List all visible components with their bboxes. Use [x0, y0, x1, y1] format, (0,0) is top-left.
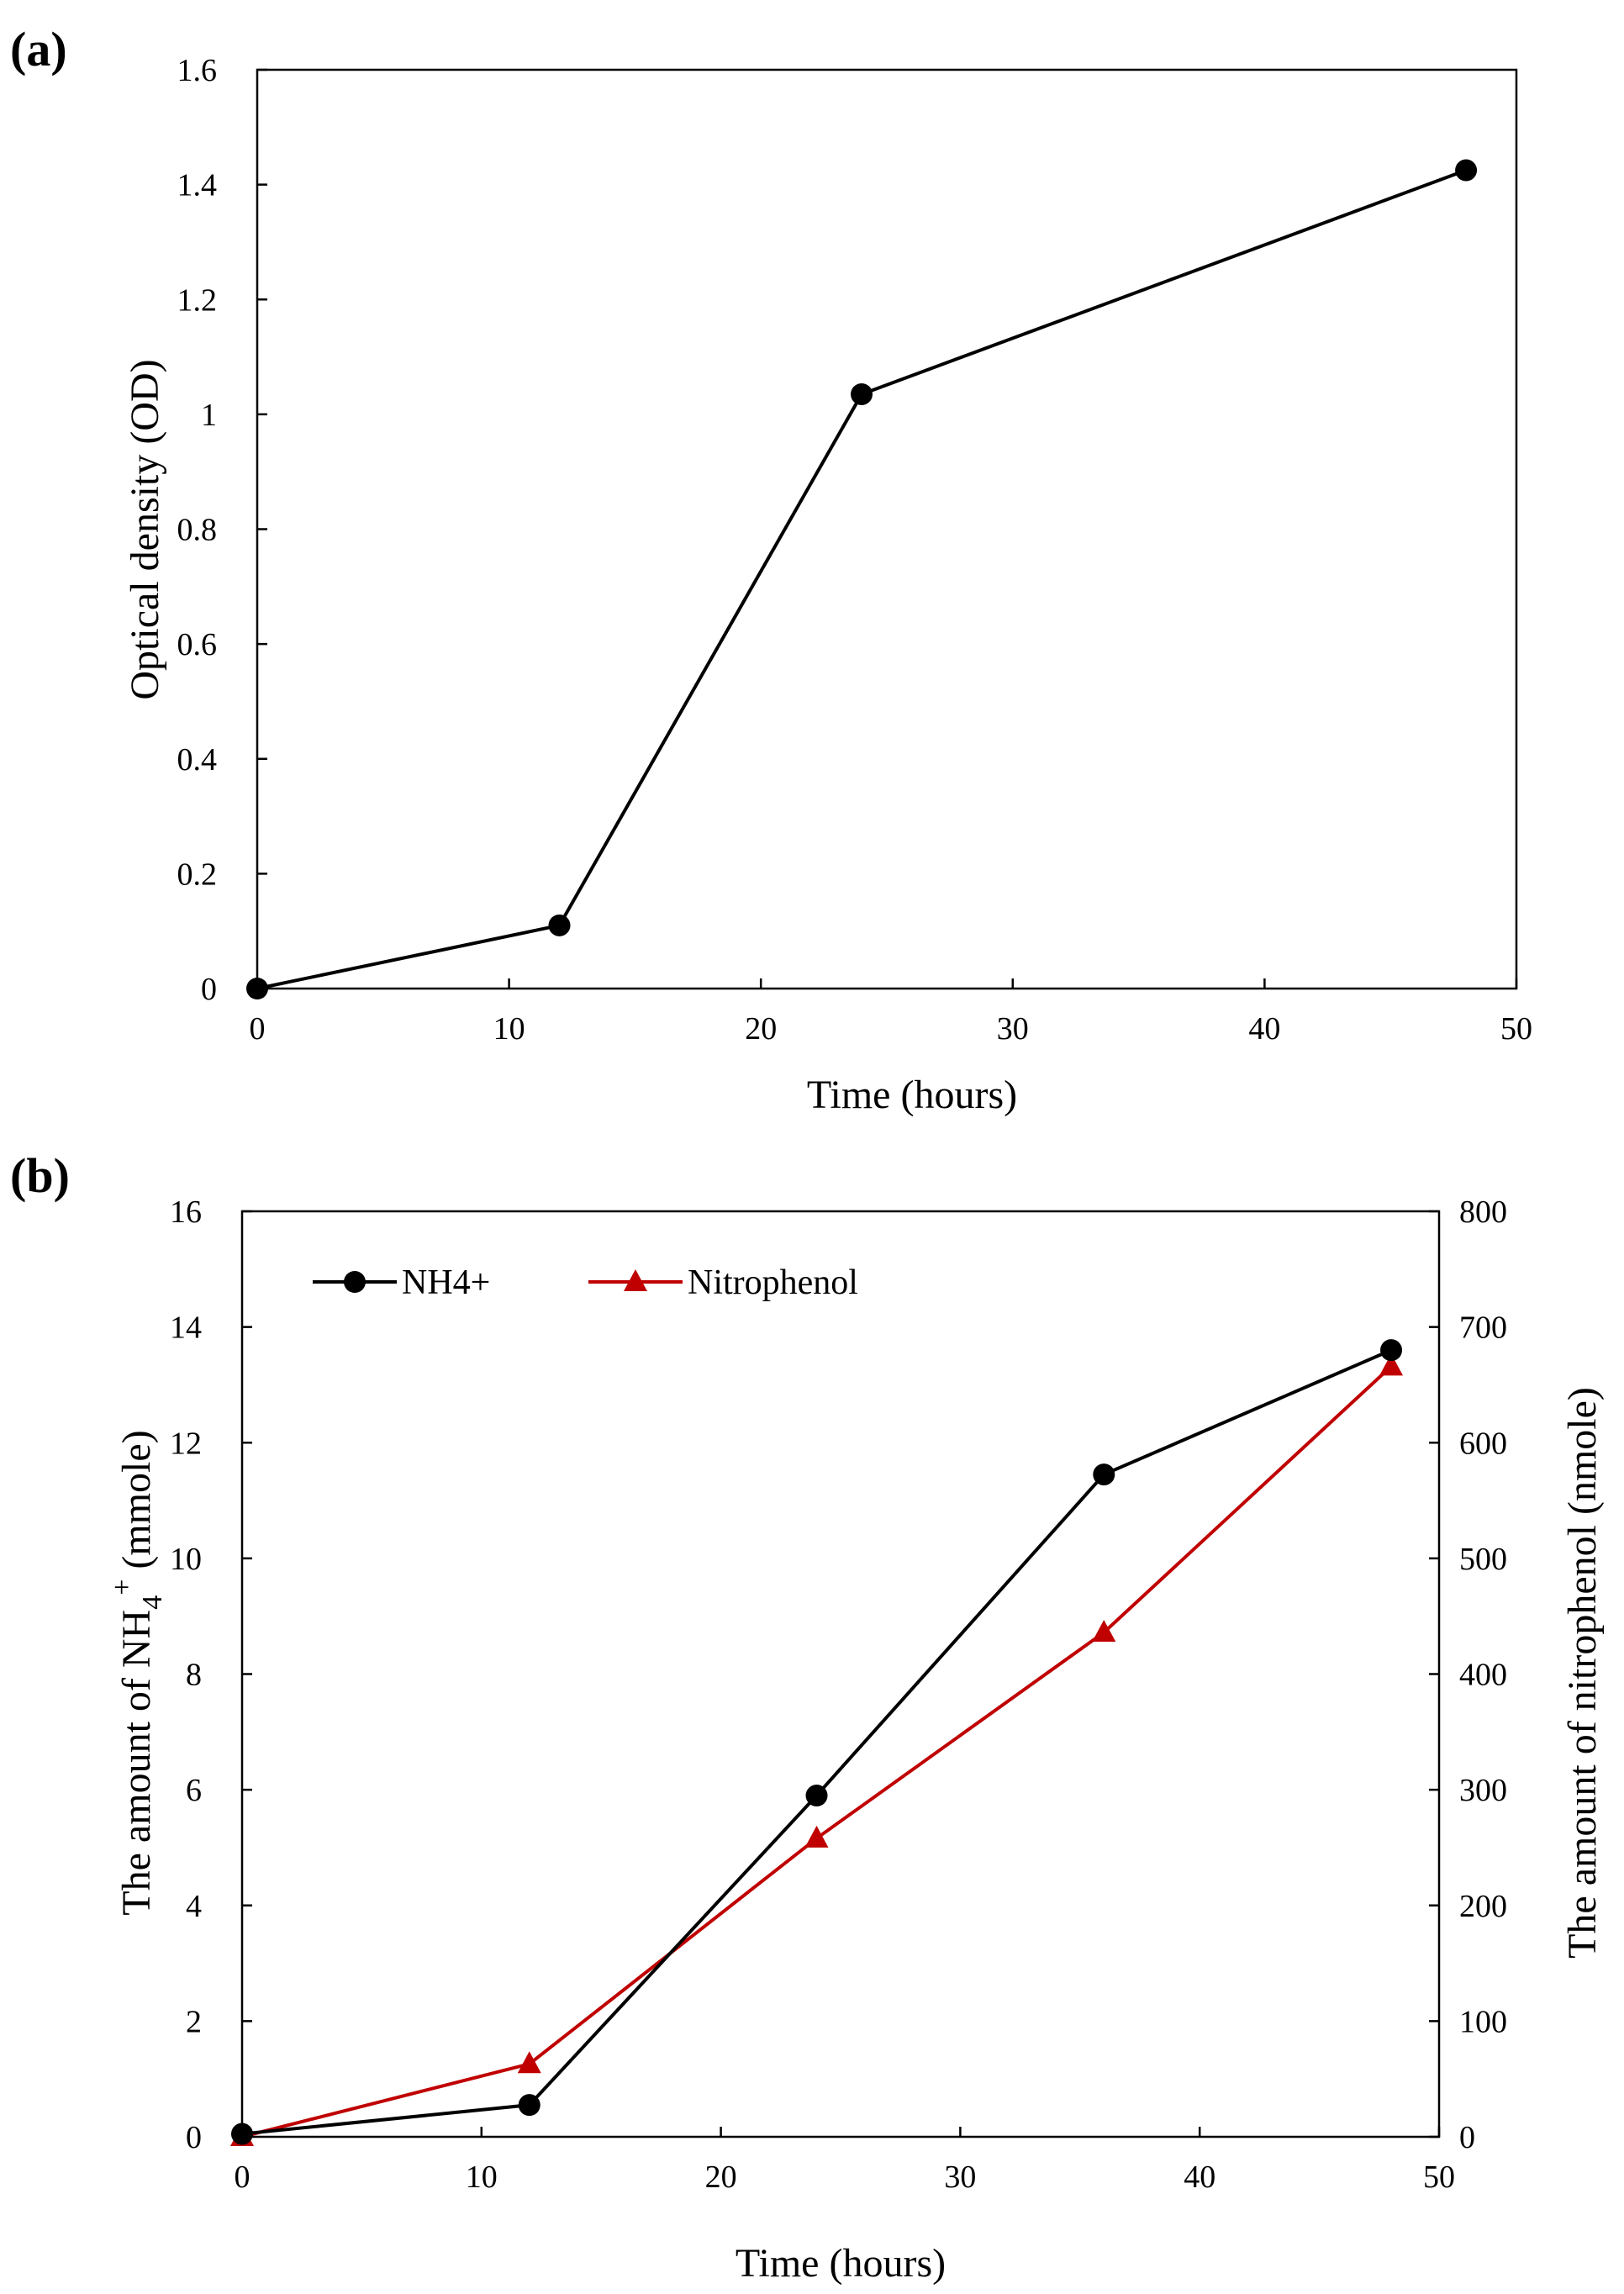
panel-a-y-tick-label: 1 — [201, 398, 217, 433]
nitrophenol-series-point — [1092, 1619, 1116, 1642]
panel-a-y-tick-label: 1.2 — [177, 282, 218, 318]
panel-b-x-tick-label: 20 — [705, 2160, 737, 2195]
nh4-series-point — [1380, 1339, 1403, 1362]
nitrophenol-series-point — [1379, 1353, 1404, 1376]
panel-b-x-tick-label: 50 — [1423, 2160, 1455, 2195]
od-series-point — [548, 914, 571, 936]
panel-b-y2-tick-label: 600 — [1459, 1426, 1507, 1461]
panel-b-x-tick-label: 40 — [1184, 2160, 1215, 2195]
y-title-suffix: (mmole) — [114, 1430, 159, 1579]
y-title-sub: 4 — [137, 1595, 168, 1610]
panel-a-chart: (a) 0 10 20 30 40 50 00.20.40.60.811.21.41.6 … — [10, 22, 1532, 1117]
panel-a-y-axis-title: Optical density (OD) — [123, 359, 167, 699]
panel-b-y2-tick-label: 400 — [1459, 1658, 1507, 1693]
panel-b-x-axis-title: Time (hours) — [736, 2241, 946, 2286]
panel-b-y2-tick-label: 300 — [1459, 1773, 1507, 1808]
panel-b-y-tick-label: 16 — [170, 1194, 202, 1230]
panel-a-y-tick-label: 0.4 — [177, 742, 218, 778]
y-title-sup: + — [107, 1579, 138, 1595]
nh4-series-point — [231, 2123, 253, 2145]
od-series-line — [256, 168, 1467, 990]
panel-b-y-tick-label: 2 — [186, 2004, 202, 2039]
panel-b-y2-tick-label: 0 — [1459, 2120, 1475, 2155]
nitrophenol-series-line — [241, 1364, 1393, 2138]
panel-a-plot-frame — [256, 68, 1518, 990]
panel-b-y-tick-label: 4 — [186, 1889, 202, 1924]
panel-a-x-tick-label: 50 — [1500, 1011, 1532, 1047]
panel-a-x-tick-label: 10 — [493, 1011, 525, 1047]
panel-b-label: (b) — [10, 1148, 70, 1203]
legend-nh4-label: NH4+ — [402, 1263, 490, 1302]
nitrophenol-series-point — [517, 2051, 541, 2074]
panel-a-y-tick-label: 0 — [201, 972, 217, 1007]
panel-b-y-tick-label: 0 — [186, 2120, 202, 2155]
panel-b-legend: NH4+ Nitrophenol — [313, 1263, 858, 1302]
panel-a-x-tick-label: 40 — [1248, 1011, 1280, 1047]
panel-b-x-tick-label: 0 — [235, 2160, 250, 2195]
panel-a-x-axis-title: Time (hours) — [807, 1073, 1017, 1117]
panel-b-y-tick-label: 6 — [186, 1773, 202, 1808]
panel-a-y-tick-label: 0.2 — [177, 857, 218, 892]
panel-b-y2-tick-label: 700 — [1459, 1310, 1507, 1346]
panel-a-y-tick-label: 1.4 — [177, 168, 218, 203]
panel-b-y2-tick-label: 500 — [1459, 1542, 1507, 1577]
panel-a-y-tick-label: 0.6 — [177, 627, 218, 662]
y-title-prefix: The amount of NH — [114, 1610, 159, 1916]
panel-b-x-tick-label: 30 — [944, 2160, 976, 2195]
panel-b-y2-tick-label: 100 — [1459, 2004, 1507, 2039]
panel-b-y2-axis-title: The amount of nitrophenol (nmole) — [1560, 1387, 1605, 1959]
panel-a-x-tick-label: 30 — [997, 1011, 1029, 1047]
panel-b-x-tick-label: 10 — [466, 2160, 498, 2195]
nh4-series-point — [1093, 1463, 1115, 1486]
legend-nh4-marker — [344, 1271, 366, 1293]
panel-b-y-tick-label: 14 — [170, 1310, 202, 1346]
panel-b-y-tick-label: 8 — [186, 1658, 202, 1693]
legend-nitrophenol-label: Nitrophenol — [688, 1263, 858, 1302]
panel-b-y-axis-title: The amount of NH4+ (mmole) — [107, 1430, 168, 1915]
nh4-series-point — [805, 1785, 828, 1807]
panel-b-plot-frame — [240, 1210, 1441, 2138]
nitrophenol-series-point — [804, 1825, 829, 1848]
od-series-point — [1455, 159, 1478, 182]
legend-nitrophenol-marker — [624, 1269, 647, 1291]
panel-b-y2-tick-label: 200 — [1459, 1889, 1507, 1924]
panel-a-label: (a) — [10, 22, 67, 76]
panel-b-y2-tick-label: 800 — [1459, 1194, 1507, 1230]
panel-b-y-tick-label: 12 — [170, 1426, 202, 1461]
panel-b-chart: (b) 0 10 20 30 40 50 0 2 4 6 8 10 12 14 16 0 100 200 300… — [10, 1148, 1605, 2286]
panel-b-y-tick-label: 10 — [170, 1542, 202, 1577]
nh4-series-line — [241, 1348, 1392, 2136]
panel-a-x-tick-label: 0 — [250, 1011, 266, 1047]
panel-a-y-tick-label: 0.8 — [177, 513, 218, 548]
od-series-point — [246, 978, 268, 999]
panel-a-x-tick-label: 20 — [745, 1011, 777, 1047]
panel-a-y-tick-label: 1.6 — [177, 53, 218, 88]
od-series-point — [851, 382, 873, 405]
nh4-series-point — [518, 2094, 540, 2117]
